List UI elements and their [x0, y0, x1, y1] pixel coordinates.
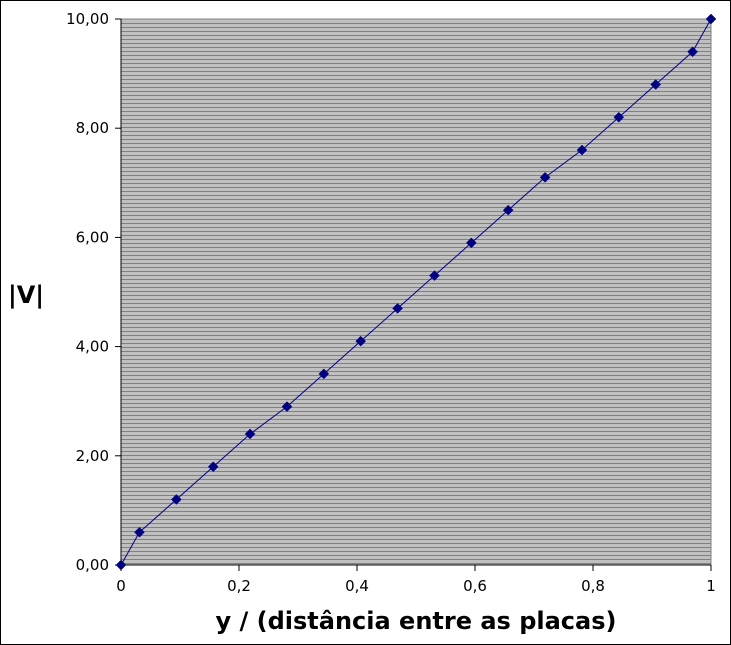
y-axis-title: |V|	[8, 281, 44, 309]
x-tick-label: 0,6	[463, 577, 487, 595]
x-axis-title: y / (distância entre as placas)	[216, 607, 617, 635]
data-point	[318, 368, 330, 380]
x-tick-label: 0	[116, 577, 126, 595]
y-tick-label: 0,00	[76, 556, 109, 574]
data-point	[170, 494, 182, 505]
gridlines	[121, 23, 711, 564]
y-tick-label: 10,00	[66, 10, 109, 28]
series-line	[120, 18, 712, 566]
data-point	[244, 428, 256, 440]
y-tick-label: 4,00	[76, 338, 109, 356]
data-point	[687, 46, 698, 58]
y-tick-label: 2,00	[76, 447, 109, 465]
x-tick-label: 0,2	[227, 577, 251, 595]
x-tick-label: 0,4	[345, 577, 369, 595]
x-tick-label: 0,8	[581, 577, 605, 595]
data-point	[115, 559, 127, 571]
data-point	[705, 13, 717, 25]
tick-labels: 0,00 2,00 4,00 6,00 8,00 10,00 0 0,2 0,4 0,6 0,8 1	[66, 10, 716, 595]
y-tick-label: 6,00	[76, 228, 109, 246]
series-markers	[115, 13, 717, 571]
y-tick-label: 8,00	[76, 119, 109, 137]
data-point	[207, 461, 219, 473]
data-point	[613, 111, 625, 123]
data-point	[576, 144, 588, 156]
data-point	[465, 237, 477, 249]
data-point	[281, 401, 293, 413]
data-point	[539, 171, 551, 183]
data-point	[134, 526, 145, 538]
data-point	[392, 303, 403, 314]
data-point	[650, 79, 662, 90]
data-point	[355, 335, 367, 347]
data-point	[502, 204, 514, 216]
data-point	[429, 270, 440, 281]
x-tick-label: 1	[706, 577, 716, 595]
